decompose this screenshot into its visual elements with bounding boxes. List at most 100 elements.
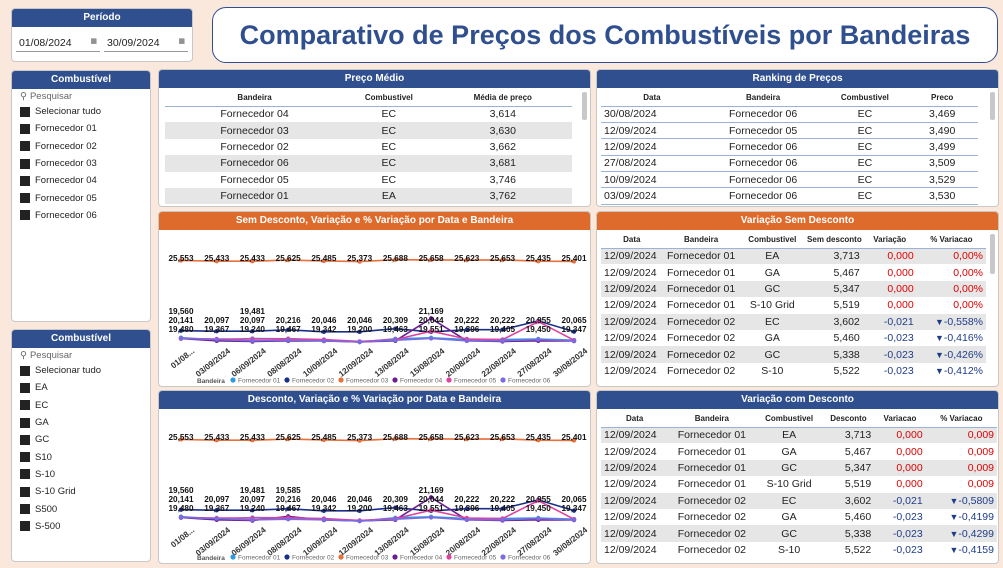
scrollbar[interactable] — [582, 92, 587, 120]
table-row[interactable]: Fornecedor 01 EA 3,762 — [165, 187, 572, 205]
data-point[interactable] — [500, 506, 505, 511]
data-point[interactable] — [178, 437, 184, 442]
data-point[interactable] — [214, 329, 219, 334]
data-point[interactable] — [178, 515, 184, 520]
table-row[interactable]: Fornecedor 03 EC 3,630 — [165, 122, 572, 139]
data-point[interactable] — [536, 498, 541, 503]
table-row[interactable]: 12/09/2024 Fornecedor 02 S-10 5,522 -0,023 ▼-… — [601, 542, 997, 558]
data-point[interactable] — [500, 327, 505, 332]
data-point[interactable] — [393, 326, 398, 331]
slicer-option[interactable]: S-10 Grid — [12, 483, 150, 500]
calendar-icon[interactable]: ▦ — [90, 38, 97, 45]
table-row[interactable]: 12/09/2024 Fornecedor 01 S-10 Grid 5,519 0,0… — [601, 476, 997, 492]
legend-item[interactable]: Fornecedor 05 — [454, 555, 497, 562]
data-point[interactable] — [321, 338, 327, 343]
checkbox-icon[interactable] — [20, 141, 30, 152]
data-point[interactable] — [464, 506, 470, 511]
checkbox-icon[interactable] — [20, 521, 30, 532]
slicer-option[interactable]: Fornecedor 03 — [12, 155, 150, 172]
checkbox-icon[interactable] — [20, 158, 30, 169]
data-point[interactable] — [500, 436, 505, 442]
table-row[interactable]: 12/09/2024 Fornecedor 01 GA 5,467 0,000 0,009 — [601, 443, 997, 459]
col-bandeira[interactable]: Bandeira — [237, 93, 272, 103]
slicer-option[interactable]: Fornecedor 05 — [12, 189, 150, 206]
data-point[interactable] — [500, 338, 505, 343]
table-row[interactable]: 12/09/2024 Fornecedor 01 GC 5,347 0,000 0,009 — [601, 459, 997, 477]
data-point[interactable] — [178, 507, 184, 512]
legend-item[interactable]: Fornecedor 03 — [346, 378, 389, 385]
slicer2-search[interactable]: ⚲ Pesquisar — [12, 348, 150, 362]
legend-item[interactable]: Fornecedor 06 — [508, 378, 551, 385]
slicer-option[interactable]: Fornecedor 06 — [12, 207, 150, 224]
slicer-option[interactable]: EA — [12, 379, 150, 396]
data-point[interactable] — [571, 508, 577, 513]
table-row[interactable]: Fornecedor 02 EC 3,662 — [165, 139, 572, 155]
data-point[interactable] — [250, 259, 255, 264]
slicer-option[interactable]: GA — [12, 414, 150, 431]
checkbox-icon[interactable] — [20, 106, 30, 117]
col-desconto[interactable]: Desconto — [830, 414, 867, 424]
table-row[interactable]: 12/09/2024 Fornecedor 05 EC 3,490 — [601, 122, 978, 140]
data-point[interactable] — [536, 337, 541, 342]
data-point[interactable] — [571, 329, 577, 334]
data-point[interactable] — [393, 338, 398, 343]
legend-item[interactable]: Fornecedor 01 — [238, 378, 281, 385]
data-point[interactable] — [571, 259, 577, 264]
data-point[interactable] — [428, 436, 434, 442]
table-row[interactable]: 12/09/2024 Fornecedor 02 EC 3,602 -0,021 ▼-0,… — [601, 492, 997, 509]
data-point[interactable] — [464, 338, 470, 343]
table-row[interactable]: 12/09/2024 Fornecedor 01 S-10 Grid 5,519 0,0… — [601, 297, 986, 313]
slicer-option[interactable]: S10 — [12, 448, 150, 465]
col-variacao[interactable]: Variacao — [883, 414, 917, 424]
checkbox-icon[interactable] — [20, 486, 30, 497]
data-point[interactable] — [357, 518, 362, 524]
data-point[interactable] — [393, 505, 398, 510]
table-row[interactable]: 03/09/2024 Fornecedor 06 EC 3,530 — [601, 187, 978, 205]
col-bandeira[interactable]: Bandeira — [683, 235, 719, 245]
data-point[interactable] — [357, 259, 362, 264]
table-row[interactable]: 12/09/2024 Fornecedor 06 EC 3,499 — [601, 138, 978, 156]
checkbox-icon[interactable] — [20, 434, 30, 445]
data-point[interactable] — [571, 338, 577, 343]
data-point[interactable] — [571, 438, 577, 443]
legend-item[interactable]: Fornecedor 01 — [238, 555, 281, 562]
table-row[interactable]: 27/08/2024 Fornecedor 06 EC 3,509 — [601, 155, 978, 173]
col-preco[interactable]: Preco — [931, 93, 954, 103]
data-point[interactable] — [536, 516, 541, 521]
slicer-option[interactable]: Fornecedor 02 — [12, 138, 150, 155]
data-point[interactable] — [285, 436, 291, 442]
data-point[interactable] — [464, 517, 470, 522]
col-sem-desconto[interactable]: Sem desconto — [807, 235, 862, 245]
checkbox-icon[interactable] — [20, 504, 30, 515]
col-variacao[interactable]: Variação — [873, 235, 907, 245]
data-point[interactable] — [178, 258, 184, 263]
data-point[interactable] — [250, 508, 255, 513]
data-point[interactable] — [428, 508, 434, 513]
calendar-icon[interactable]: ▦ — [178, 38, 185, 45]
table-row[interactable]: 12/09/2024 Fornecedor 02 GC 5,338 -0,023 ▼-0,… — [601, 346, 986, 363]
data-point[interactable] — [536, 319, 541, 324]
data-point[interactable] — [357, 508, 362, 514]
table-row[interactable]: 30/08/2024 Fornecedor 06 EC 3,469 — [601, 106, 978, 123]
slicer-option[interactable]: Fornecedor 01 — [12, 120, 150, 137]
scrollbar[interactable] — [990, 234, 995, 274]
col-combustivel[interactable]: Combustivel — [765, 414, 814, 424]
col-pct-variacao[interactable]: % Variacao — [940, 414, 983, 424]
table-row[interactable]: 12/09/2024 Fornecedor 01 EA 3,713 0,000 0,009 — [601, 427, 997, 444]
checkbox-icon[interactable] — [20, 417, 30, 428]
data-point[interactable] — [178, 336, 184, 341]
data-point[interactable] — [321, 437, 327, 443]
data-point[interactable] — [357, 329, 362, 335]
scrollbar[interactable] — [990, 92, 995, 120]
data-point[interactable] — [285, 327, 291, 333]
legend-item[interactable]: Fornecedor 05 — [454, 378, 497, 385]
data-point[interactable] — [393, 436, 398, 441]
slicer-option[interactable]: GC — [12, 431, 150, 448]
data-point[interactable] — [285, 257, 291, 263]
table-row[interactable]: 10/09/2024 Fornecedor 06 EC 3,529 — [601, 171, 978, 189]
data-point[interactable] — [250, 329, 255, 334]
table-row[interactable]: 12/09/2024 Fornecedor 02 GA 5,460 -0,023 ▼-0,… — [601, 509, 997, 525]
data-point[interactable] — [428, 515, 434, 520]
col-bandeira[interactable]: Bandeira — [694, 414, 729, 424]
data-point[interactable] — [428, 329, 434, 334]
